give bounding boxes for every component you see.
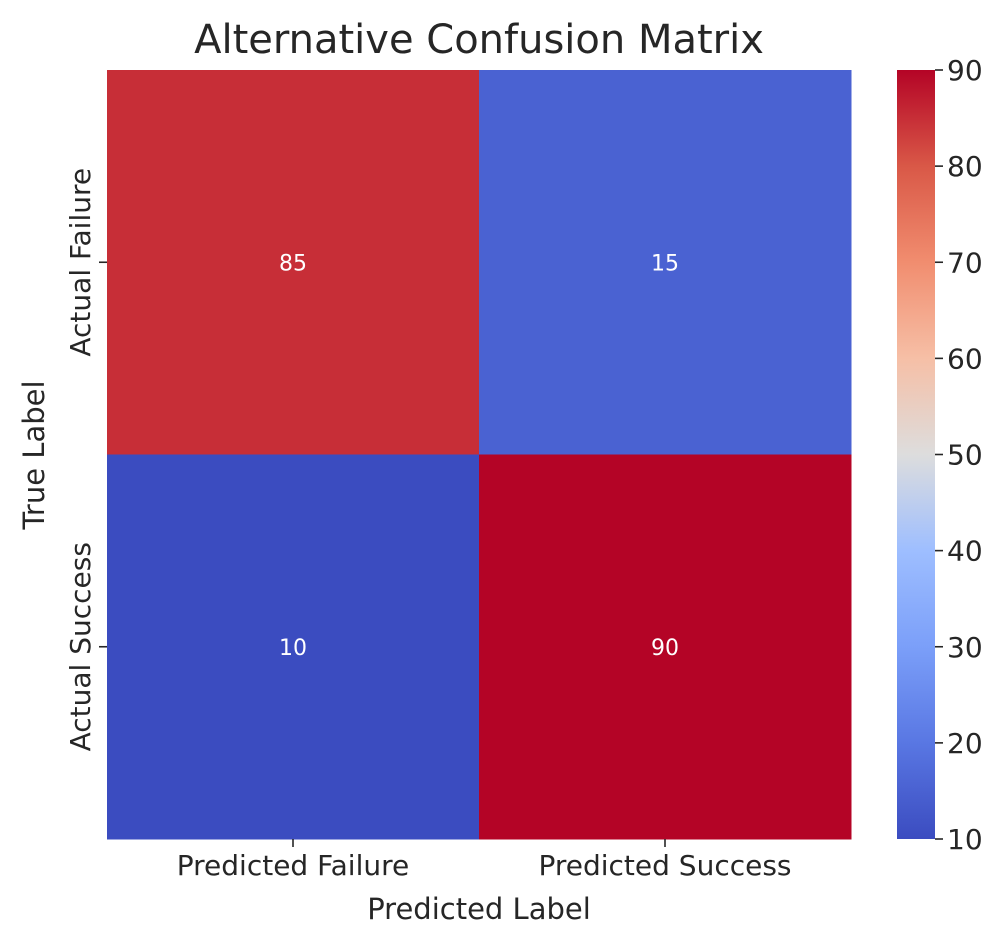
y-tick-label: Actual Failure bbox=[64, 168, 97, 357]
y-axis-ticks: Actual Failure Actual Success bbox=[64, 168, 107, 751]
heatmap-cells: 85 15 10 90 bbox=[107, 70, 852, 840]
x-axis-ticks: Predicted Failure Predicted Success bbox=[177, 839, 792, 882]
colorbar-tick-label: 60 bbox=[947, 342, 983, 375]
colorbar-tick-label: 80 bbox=[947, 150, 983, 183]
colorbar-tick-label: 30 bbox=[947, 631, 983, 664]
x-tick-label: Predicted Failure bbox=[177, 849, 409, 882]
heatmap-cell bbox=[479, 454, 852, 840]
heatmap-cell bbox=[107, 454, 480, 840]
y-axis-label: True Label bbox=[17, 380, 51, 530]
colorbar-tick-label: 50 bbox=[947, 439, 983, 472]
heatmap-cell bbox=[479, 70, 852, 455]
colorbar-tick-label: 20 bbox=[947, 727, 983, 760]
cell-value-label: 15 bbox=[651, 251, 679, 276]
colorbar-tick-label: 70 bbox=[947, 246, 983, 279]
colorbar bbox=[897, 70, 935, 839]
chart-title: Alternative Confusion Matrix bbox=[194, 17, 764, 63]
colorbar-tick-label: 10 bbox=[947, 823, 983, 856]
colorbar-tick-label: 40 bbox=[947, 535, 983, 568]
x-axis-label: Predicted Label bbox=[367, 892, 591, 926]
y-tick-label: Actual Success bbox=[64, 542, 97, 751]
colorbar-ticks: 10 20 30 40 50 60 70 80 90 bbox=[935, 54, 983, 856]
x-tick-label: Predicted Success bbox=[538, 849, 791, 882]
heatmap-cell bbox=[107, 70, 480, 455]
cell-value-label: 10 bbox=[279, 636, 307, 661]
cell-value-label: 85 bbox=[279, 251, 307, 276]
colorbar-tick-label: 90 bbox=[947, 54, 983, 87]
cell-value-label: 90 bbox=[651, 636, 679, 661]
